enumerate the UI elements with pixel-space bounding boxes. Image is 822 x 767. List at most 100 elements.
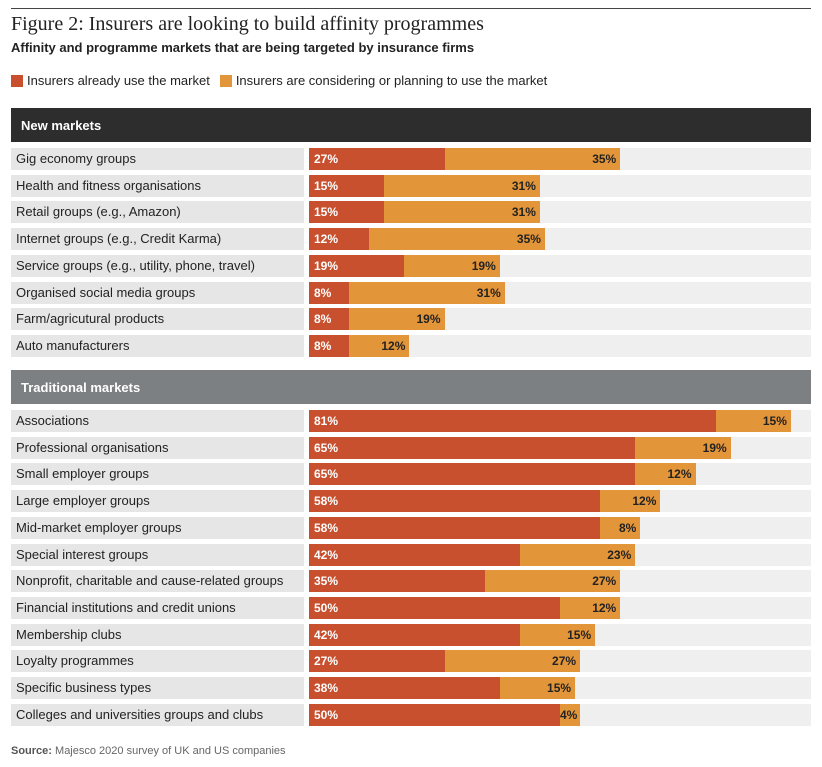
bar-track: 27% 35% bbox=[309, 148, 811, 170]
bar-row: Small employer groups 65% 12% bbox=[11, 463, 811, 486]
bar-segment-already: 65% bbox=[309, 436, 636, 459]
legend-swatch-already bbox=[11, 74, 23, 87]
bar-segment-considering: 19% bbox=[635, 436, 731, 459]
bar-track: 8% 31% bbox=[309, 281, 811, 304]
bar-track: 35% 27% bbox=[309, 570, 811, 593]
bar-row: Health and fitness organisations 15% 31% bbox=[11, 174, 811, 197]
category-label: Mid-market employer groups bbox=[11, 516, 304, 539]
bar-segment-already: 42% bbox=[309, 543, 520, 566]
bar-track: 15% 31% bbox=[309, 174, 811, 197]
bar-row: Specific business types 38% 15% bbox=[11, 677, 811, 699]
bar-segment-considering: 15% bbox=[715, 410, 791, 432]
bar-segment-already: 8% bbox=[309, 308, 350, 331]
category-label: Retail groups (e.g., Amazon) bbox=[11, 201, 304, 224]
source-note: Source: Majesco 2020 survey of UK and US… bbox=[11, 745, 286, 757]
bar-track: 65% 12% bbox=[309, 463, 811, 486]
bar-track: 8% 12% bbox=[309, 334, 811, 357]
bar-segment-considering: 27% bbox=[484, 570, 621, 593]
bar-segment-already: 50% bbox=[309, 703, 560, 726]
bar-row: Retail groups (e.g., Amazon) 15% 31% bbox=[11, 201, 811, 224]
bar-row: Associations 81% 15% bbox=[11, 410, 811, 432]
legend: Insurers already use the market Insurers… bbox=[11, 73, 557, 88]
category-label: Small employer groups bbox=[11, 463, 304, 486]
bar-track: 27% 27% bbox=[309, 650, 811, 673]
bar-segment-already: 50% bbox=[309, 596, 560, 619]
bar-row: Auto manufacturers 8% 12% bbox=[11, 334, 811, 357]
bar-segment-already: 42% bbox=[309, 623, 520, 646]
bar-track: 58% 8% bbox=[309, 516, 811, 539]
category-label: Professional organisations bbox=[11, 436, 304, 459]
bar-segment-already: 15% bbox=[309, 174, 385, 197]
bar-segment-already: 38% bbox=[309, 677, 500, 699]
chart-title: Figure 2: Insurers are looking to build … bbox=[11, 13, 484, 35]
category-label: Associations bbox=[11, 410, 304, 432]
bar-track: 65% 19% bbox=[309, 436, 811, 459]
bar-track: 58% 12% bbox=[309, 490, 811, 513]
bar-track: 42% 15% bbox=[309, 623, 811, 646]
bar-row: Farm/agricutural products 8% 19% bbox=[11, 308, 811, 331]
bar-track: 19% 19% bbox=[309, 254, 811, 277]
bar-track: 50% 12% bbox=[309, 596, 811, 619]
bar-segment-already: 15% bbox=[309, 201, 385, 224]
bar-row: Gig economy groups 27% 35% bbox=[11, 148, 811, 170]
legend-item-already: Insurers already use the market bbox=[11, 73, 210, 88]
bar-segment-considering: 12% bbox=[560, 596, 621, 619]
legend-label-considering: Insurers are considering or planning to … bbox=[235, 73, 548, 88]
source-label: Source: bbox=[11, 745, 52, 757]
bar-row: Loyalty programmes 27% 27% bbox=[11, 650, 811, 673]
bar-segment-already: 81% bbox=[309, 410, 716, 432]
top-rule bbox=[11, 8, 811, 9]
bar-row: Nonprofit, charitable and cause-related … bbox=[11, 570, 811, 593]
bar-track: 12% 35% bbox=[309, 228, 811, 251]
bar-row: Professional organisations 65% 19% bbox=[11, 436, 811, 459]
legend-item-considering: Insurers are considering or planning to … bbox=[219, 73, 548, 88]
bar-row: Service groups (e.g., utility, phone, tr… bbox=[11, 254, 811, 277]
section-header-new-markets: New markets bbox=[11, 108, 811, 142]
category-label: Financial institutions and credit unions bbox=[11, 596, 304, 619]
bar-segment-already: 27% bbox=[309, 650, 445, 673]
bar-segment-considering: 31% bbox=[349, 281, 505, 304]
category-label: Membership clubs bbox=[11, 623, 304, 646]
category-label: Internet groups (e.g., Credit Karma) bbox=[11, 228, 304, 251]
chart-subtitle: Affinity and programme markets that are … bbox=[11, 40, 475, 55]
bar-segment-considering: 12% bbox=[349, 334, 410, 357]
bar-segment-considering: 15% bbox=[519, 623, 596, 646]
category-label: Nonprofit, charitable and cause-related … bbox=[11, 570, 304, 593]
bar-track: 50% 4% bbox=[309, 703, 811, 726]
source-text: Majesco 2020 survey of UK and US compani… bbox=[55, 745, 286, 757]
bar-segment-considering: 35% bbox=[444, 148, 621, 170]
bar-segment-already: 12% bbox=[309, 228, 370, 251]
bar-track: 42% 23% bbox=[309, 543, 811, 566]
bar-track: 38% 15% bbox=[309, 677, 811, 699]
bar-segment-considering: 8% bbox=[600, 516, 641, 539]
bar-segment-considering: 4% bbox=[560, 703, 581, 726]
bar-segment-already: 58% bbox=[309, 490, 601, 513]
category-label: Health and fitness organisations bbox=[11, 174, 304, 197]
bar-segment-considering: 12% bbox=[600, 490, 661, 513]
bar-segment-considering: 15% bbox=[499, 677, 576, 699]
bar-segment-already: 35% bbox=[309, 570, 485, 593]
bar-row: Special interest groups 42% 23% bbox=[11, 543, 811, 566]
bar-segment-already: 27% bbox=[309, 148, 445, 170]
bar-row: Mid-market employer groups 58% 8% bbox=[11, 516, 811, 539]
category-label: Large employer groups bbox=[11, 490, 304, 513]
bar-segment-considering: 27% bbox=[444, 650, 581, 673]
bar-segment-already: 65% bbox=[309, 463, 636, 486]
category-label: Service groups (e.g., utility, phone, tr… bbox=[11, 254, 304, 277]
bar-track: 15% 31% bbox=[309, 201, 811, 224]
bar-segment-considering: 12% bbox=[635, 463, 696, 486]
bar-row: Internet groups (e.g., Credit Karma) 12% 3… bbox=[11, 228, 811, 251]
category-label: Colleges and universities groups and clu… bbox=[11, 703, 304, 726]
bar-row: Financial institutions and credit unions… bbox=[11, 596, 811, 619]
bar-row: Organised social media groups 8% 31% bbox=[11, 281, 811, 304]
category-label: Specific business types bbox=[11, 677, 304, 699]
category-label: Auto manufacturers bbox=[11, 334, 304, 357]
bar-segment-already: 19% bbox=[309, 254, 405, 277]
bar-segment-considering: 31% bbox=[384, 201, 540, 224]
bar-row: Large employer groups 58% 12% bbox=[11, 490, 811, 513]
bar-track: 8% 19% bbox=[309, 308, 811, 331]
bar-segment-already: 8% bbox=[309, 334, 350, 357]
bar-track: 81% 15% bbox=[309, 410, 811, 432]
section-header-traditional-markets: Traditional markets bbox=[11, 370, 811, 404]
bar-segment-considering: 23% bbox=[519, 543, 636, 566]
